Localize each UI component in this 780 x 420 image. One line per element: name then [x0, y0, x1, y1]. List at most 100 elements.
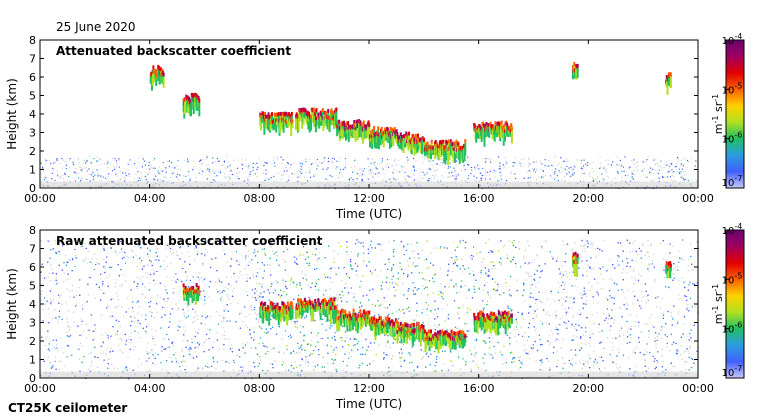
noise-dot: [402, 170, 404, 172]
noise-dot: [269, 264, 271, 266]
noise-dot: [80, 166, 82, 169]
noise-dot: [171, 172, 173, 174]
noise-dot: [147, 173, 149, 175]
noise-dot: [83, 167, 85, 169]
cloud-core: [396, 132, 399, 137]
noise-dot: [123, 274, 125, 276]
noise-dot: [132, 243, 134, 245]
noise-dot: [660, 160, 662, 162]
noise-dot: [387, 166, 390, 168]
noise-dot: [560, 297, 563, 299]
noise-dot: [392, 312, 394, 314]
noise-dot: [139, 179, 141, 181]
cloud-core: [192, 94, 195, 99]
noise-dot: [520, 166, 522, 168]
cloud-fall: [464, 143, 467, 156]
noise-dot: [356, 173, 358, 175]
noise-dot: [326, 345, 328, 348]
noise-dot: [243, 180, 246, 182]
noise-dot: [389, 178, 391, 180]
noise-dot: [625, 303, 627, 305]
noise-dot: [541, 163, 543, 165]
noise-dot: [403, 176, 406, 178]
noise-dot: [154, 167, 156, 169]
noise-dot: [101, 345, 103, 347]
noise-dot: [212, 179, 214, 181]
noise-dot: [148, 171, 150, 173]
noise-dot: [218, 160, 220, 162]
noise-dot: [227, 161, 229, 163]
noise-dot: [345, 162, 347, 164]
noise-dot: [158, 166, 161, 168]
noise-dot: [535, 269, 537, 271]
noise-dot: [99, 158, 101, 160]
cloud-core: [415, 137, 418, 142]
noise-dot: [64, 161, 66, 163]
noise-dot: [91, 362, 93, 364]
noise-dot: [407, 243, 409, 245]
noise-dot: [568, 167, 570, 169]
noise-dot: [469, 309, 471, 311]
noise-dot: [430, 160, 432, 162]
noise-dot: [235, 251, 238, 253]
noise-dot: [412, 165, 414, 167]
noise-dot: [158, 173, 160, 175]
noise-dot: [115, 160, 118, 162]
cloud-fall: [310, 118, 313, 131]
noise-dot: [51, 177, 53, 180]
noise-dot: [258, 157, 260, 159]
noise-dot: [358, 175, 361, 177]
noise-dot: [494, 176, 496, 178]
noise-dot: [270, 177, 272, 179]
noise-dot: [177, 169, 179, 171]
noise-dot: [563, 180, 566, 182]
noise-dot: [583, 172, 585, 174]
cloud-core: [321, 108, 324, 112]
noise-dot: [152, 362, 154, 364]
cloud-fall: [286, 123, 289, 128]
cloud-fall: [279, 120, 282, 134]
noise-dot: [565, 160, 568, 162]
noise-dot: [476, 180, 478, 182]
noise-dot: [184, 302, 187, 304]
noise-dot: [94, 174, 96, 176]
noise-dot: [172, 171, 175, 173]
noise-dot: [138, 177, 140, 179]
noise-dot: [362, 180, 364, 182]
noise-dot: [580, 245, 582, 247]
noise-dot: [686, 167, 688, 169]
noise-dot: [430, 169, 432, 171]
noise-dot: [142, 293, 144, 295]
cloud-fall: [198, 102, 201, 117]
noise-dot: [653, 173, 655, 175]
noise-dot: [410, 176, 412, 178]
noise-dot: [134, 178, 136, 180]
noise-dot: [361, 173, 364, 175]
noise-dot: [282, 279, 284, 281]
noise-dot: [265, 169, 267, 171]
noise-dot: [71, 290, 73, 292]
noise-dot: [154, 363, 156, 365]
noise-dot: [170, 176, 172, 178]
cloud-core: [508, 125, 511, 130]
noise-dot: [245, 165, 247, 167]
noise-dot: [261, 240, 263, 242]
noise-dot: [344, 158, 347, 160]
noise-dot: [584, 248, 586, 250]
noise-dot: [92, 170, 94, 172]
noise-dot: [362, 170, 364, 172]
noise-dot: [207, 168, 209, 170]
noise-dot: [553, 171, 555, 173]
noise-dot: [398, 276, 400, 279]
noise-dot: [98, 174, 100, 176]
cloud-fall: [669, 76, 672, 89]
noise-dot: [313, 174, 315, 176]
noise-dot: [323, 159, 325, 161]
noise-dot: [607, 163, 609, 165]
cloud-fall: [332, 114, 334, 118]
noise-dot: [273, 175, 275, 178]
noise-dot: [454, 179, 456, 181]
noise-dot: [501, 175, 503, 177]
noise-dot: [359, 172, 361, 175]
noise-dot: [61, 175, 64, 177]
